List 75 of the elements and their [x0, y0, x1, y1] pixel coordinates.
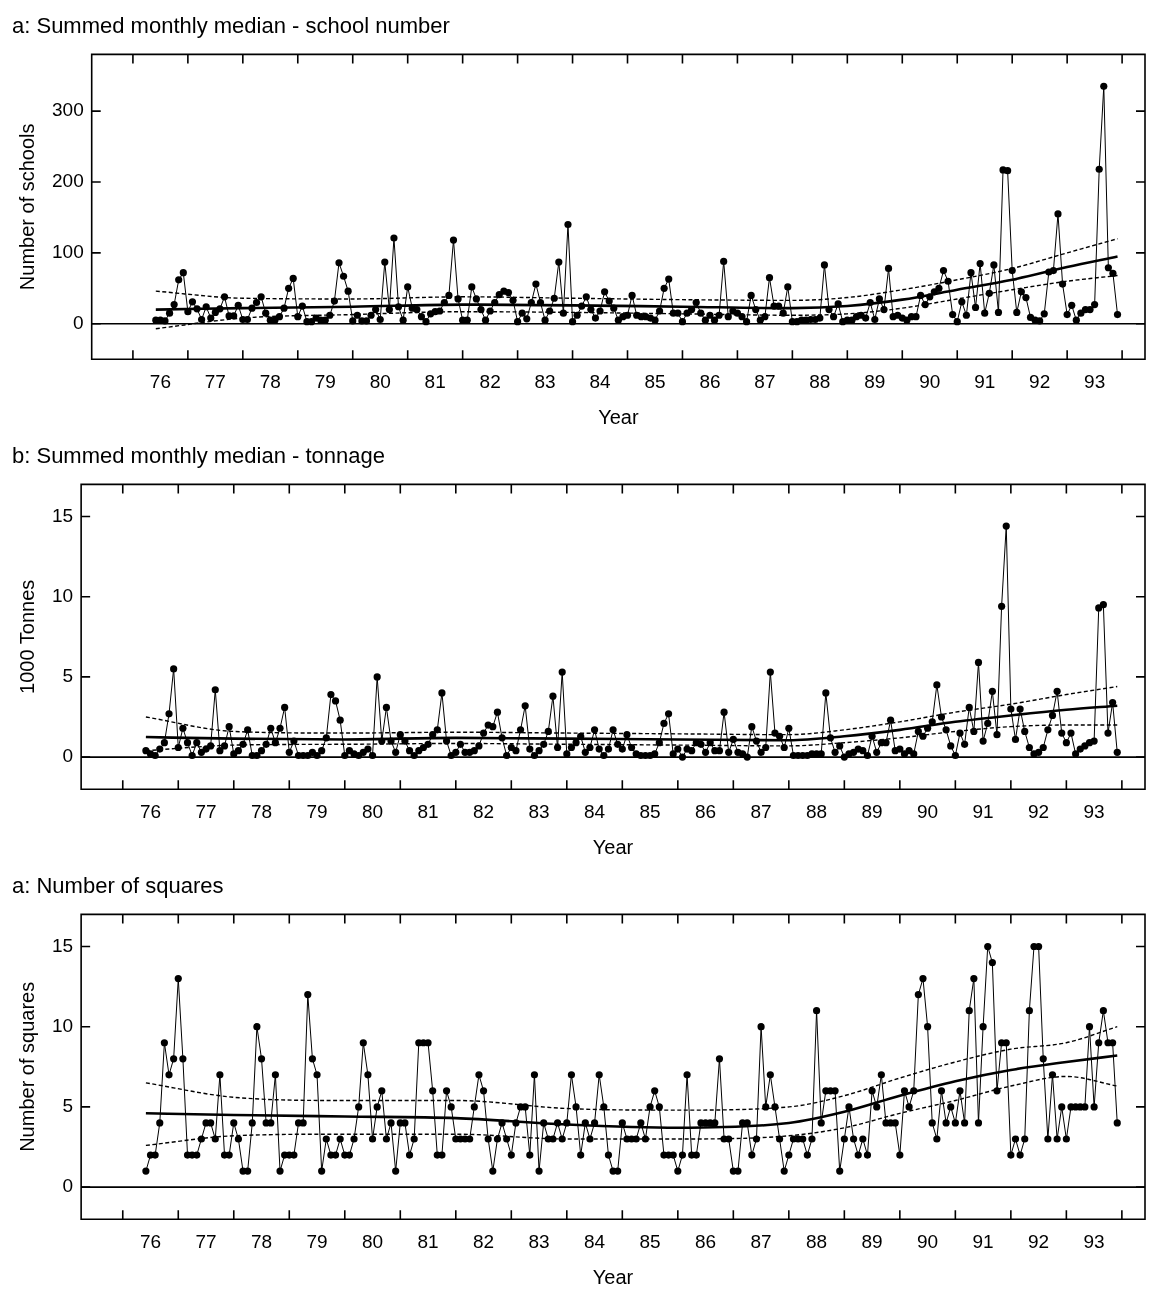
x-tick-label: 85: [639, 800, 661, 822]
x-tick-label: 81: [424, 370, 446, 392]
x-tick-label: 90: [917, 800, 939, 822]
x-tick-label: 86: [695, 1230, 717, 1252]
x-tick-label: 83: [534, 370, 556, 392]
x-tick-label: 91: [974, 370, 996, 392]
x-tick-label: 91: [972, 800, 994, 822]
y-axis-title: Number of schools: [15, 123, 38, 291]
x-tick-label: 85: [644, 370, 666, 392]
x-tick-label: 92: [1029, 370, 1051, 392]
y-tick-label: 300: [52, 99, 84, 121]
x-tick-label: 80: [361, 800, 384, 822]
x-tick-label: 89: [864, 370, 886, 392]
x-axis-title: Year: [592, 835, 634, 858]
x-tick-label: 82: [479, 370, 501, 392]
x-tick-label: 80: [361, 1230, 384, 1252]
y-tick-label: 15: [51, 504, 74, 526]
y-tick-label: 0: [73, 311, 84, 333]
x-tick-label: 77: [204, 370, 226, 392]
x-tick-label: 78: [250, 800, 273, 822]
x-tick-label: 81: [417, 1230, 439, 1252]
x-tick-label: 88: [809, 370, 831, 392]
chart-title: a: Number of squares: [12, 873, 224, 899]
x-tick-label: 81: [417, 800, 439, 822]
x-tick-label: 78: [250, 1230, 273, 1252]
y-tick-label: 10: [51, 1014, 74, 1036]
x-tick-label: 79: [314, 370, 336, 392]
y-tick-label: 5: [62, 665, 74, 687]
x-tick-label: 88: [806, 800, 828, 822]
y-tick-label: 5: [62, 1095, 74, 1117]
x-tick-label: 93: [1083, 800, 1105, 822]
chart-title: a: Summed monthly median - school number: [12, 13, 450, 39]
x-tick-label: 84: [589, 370, 612, 392]
x-tick-label: 77: [195, 800, 217, 822]
y-axis-title: Number of squares: [15, 981, 38, 1152]
x-tick-label: 79: [306, 800, 328, 822]
x-tick-label: 93: [1083, 1230, 1105, 1252]
x-tick-label: 83: [528, 1230, 550, 1252]
x-tick-label: 78: [259, 370, 281, 392]
x-tick-label: 88: [806, 1230, 828, 1252]
x-tick-label: 84: [583, 800, 606, 822]
x-tick-label: 87: [754, 370, 776, 392]
x-tick-label: 86: [695, 800, 717, 822]
x-tick-label: 90: [917, 1230, 939, 1252]
chart-title: b: Summed monthly median - tonnage: [12, 443, 385, 469]
x-tick-label: 93: [1084, 370, 1106, 392]
x-tick-label: 89: [861, 800, 883, 822]
x-tick-label: 91: [972, 1230, 994, 1252]
x-tick-label: 92: [1028, 800, 1050, 822]
x-tick-label: 87: [750, 1230, 772, 1252]
y-tick-label: 0: [62, 745, 74, 767]
x-tick-label: 76: [149, 370, 171, 392]
x-axis-title: Year: [598, 405, 639, 428]
x-tick-label: 79: [306, 1230, 328, 1252]
y-tick-label: 0: [62, 1175, 74, 1197]
x-tick-label: 89: [861, 1230, 883, 1252]
y-tick-label: 200: [52, 170, 84, 192]
x-tick-label: 76: [139, 1230, 162, 1252]
x-tick-label: 82: [472, 800, 495, 822]
y-tick-label: 15: [51, 934, 74, 956]
x-tick-label: 80: [369, 370, 391, 392]
x-tick-label: 83: [528, 800, 550, 822]
x-axis-title: Year: [592, 1265, 634, 1288]
x-tick-label: 76: [139, 800, 162, 822]
x-tick-label: 77: [195, 1230, 217, 1252]
x-tick-label: 92: [1028, 1230, 1050, 1252]
x-tick-label: 87: [750, 800, 772, 822]
y-axis-title: 1000 Tonnes: [15, 579, 38, 694]
x-tick-label: 86: [699, 370, 721, 392]
y-tick-label: 100: [52, 241, 84, 263]
x-tick-label: 85: [639, 1230, 661, 1252]
x-tick-label: 84: [583, 1230, 606, 1252]
y-tick-label: 10: [51, 584, 74, 606]
x-tick-label: 82: [472, 1230, 495, 1252]
x-tick-label: 90: [919, 370, 941, 392]
